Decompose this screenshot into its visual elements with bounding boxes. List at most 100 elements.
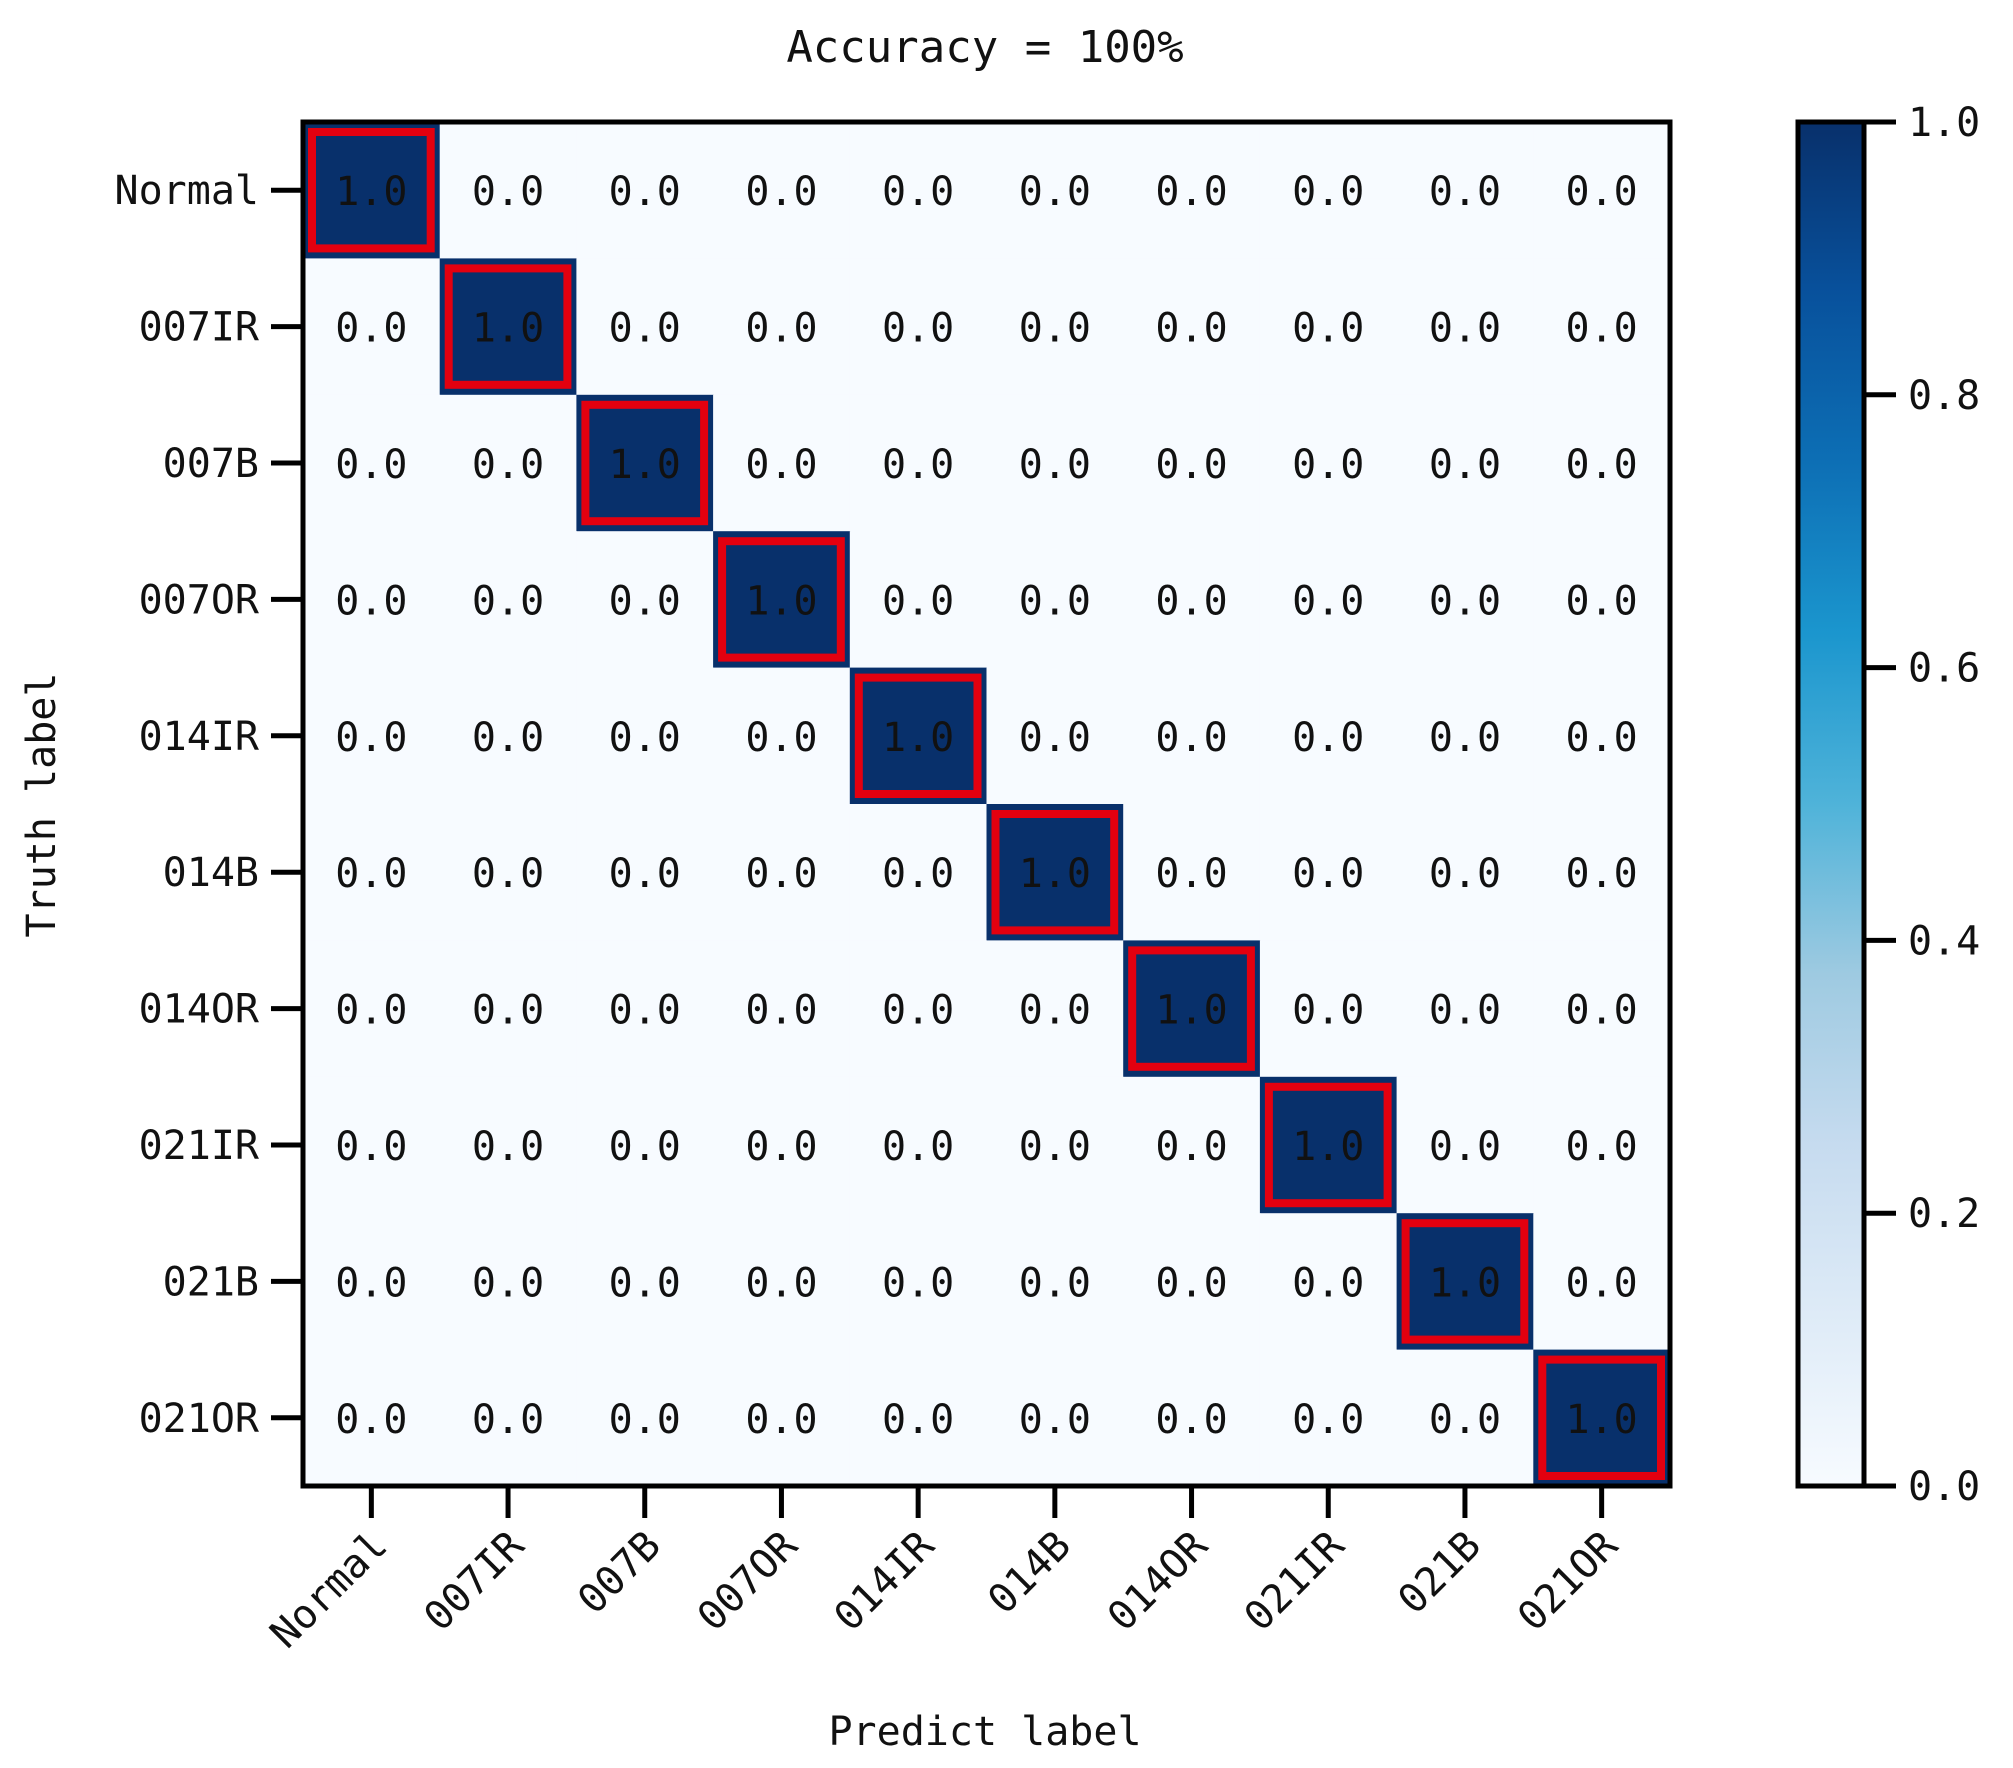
cell-value-label: 0.0: [1429, 306, 1501, 352]
cell-value-label: 1.0: [745, 578, 817, 624]
cell-value-label: 0.0: [1566, 306, 1638, 352]
cell-value-label: 0.0: [472, 715, 544, 761]
heatmap-cell: [576, 531, 714, 669]
cell-value-label: 0.0: [1292, 169, 1364, 215]
cell-value-label: 1.0: [472, 306, 544, 352]
heatmap-cell: [1396, 258, 1534, 396]
cell-value-label: 0.0: [745, 851, 817, 897]
cell-value-label: 0.0: [1429, 1397, 1501, 1443]
cell-value-label: 0.0: [745, 306, 817, 352]
heatmap-cell: [1123, 122, 1261, 259]
heatmap-cell: [713, 394, 851, 532]
heatmap-cell: [1396, 1076, 1534, 1214]
heatmap-cell: [1123, 394, 1261, 532]
cell-value-label: 0.0: [1429, 988, 1501, 1034]
heatmap-cell: [303, 1349, 441, 1487]
cell-value-label: 0.0: [1566, 1124, 1638, 1170]
cell-value-label: 0.0: [609, 169, 681, 215]
heatmap-cell: [576, 258, 714, 396]
plot-frame: [300, 119, 1673, 1489]
heatmap-cell: [713, 804, 851, 941]
heatmap-cell: [576, 394, 714, 532]
x-tick-label: 014B: [979, 1523, 1080, 1624]
heatmap-cell: [1123, 804, 1261, 941]
x-tick-label: 021OR: [1509, 1522, 1627, 1640]
cell-value-label: 0.0: [472, 1397, 544, 1443]
heatmap-cell: [1396, 394, 1534, 532]
cell-value-label: 0.0: [882, 988, 954, 1034]
x-tick-label: 007IR: [415, 1522, 533, 1640]
heatmap-cell: [303, 940, 441, 1078]
cell-value-label: 1.0: [1429, 1260, 1501, 1306]
heatmap-cell: [1533, 1076, 1671, 1214]
heatmap-cell: [986, 940, 1124, 1078]
cell-value-label: 0.0: [1292, 715, 1364, 761]
x-tick-label: 014OR: [1099, 1522, 1217, 1640]
cell-value-label: 0.0: [1566, 1260, 1638, 1306]
heatmap-cell: [1259, 531, 1398, 669]
cell-value-label: 0.0: [609, 1124, 681, 1170]
heatmap-cell: [713, 258, 851, 396]
colorbar-tick-label: 0.6: [1908, 646, 1980, 692]
cell-value-label: 0.0: [882, 578, 954, 624]
heatmap-cell: [576, 122, 714, 259]
y-tick-label: 014OR: [139, 987, 260, 1033]
highlight-boxes: [308, 128, 1666, 1480]
cell-value-label: 0.0: [335, 578, 407, 624]
heatmap-cell: [1259, 258, 1398, 396]
cell-value-label: 0.0: [1019, 988, 1091, 1034]
heatmap-cell: [1533, 122, 1671, 259]
cell-value-label: 0.0: [745, 715, 817, 761]
y-tick-label: 021B: [163, 1259, 259, 1305]
cell-value-label: 0.0: [1566, 169, 1638, 215]
heatmap-cell: [849, 531, 987, 669]
heatmap-cell: [849, 122, 987, 259]
y-tick-label: 014IR: [139, 714, 260, 760]
cell-value-label: 0.0: [1155, 578, 1227, 624]
cell-value-label: 0.0: [609, 851, 681, 897]
cell-value-label: 0.0: [335, 988, 407, 1034]
highlight-box: [1264, 1082, 1392, 1208]
cell-value-label: 0.0: [472, 988, 544, 1034]
heatmap-cell: [1123, 531, 1261, 669]
heatmap-cell: [439, 122, 577, 259]
heatmap-cell: [1259, 804, 1398, 941]
cell-value-label: 0.0: [745, 442, 817, 488]
cell-value-label: 0.0: [609, 306, 681, 352]
heatmap-cell: [986, 1076, 1124, 1214]
heatmap-cell: [713, 940, 851, 1078]
y-tick-label: 007B: [163, 441, 259, 487]
y-axis-ticks: Normal 007IR 007B 007OR 014IR 014B 014OR 021IR 0…: [115, 168, 303, 1442]
cell-value-label: 0.0: [1155, 1397, 1227, 1443]
heatmap-cell: [713, 667, 851, 805]
colorbar-tick-label: 0.8: [1908, 373, 1980, 419]
cell-value-label: 0.0: [1019, 442, 1091, 488]
heatmap-cell: [713, 1213, 851, 1351]
y-tick-label: 007IR: [139, 305, 260, 351]
chart-title: Accuracy = 100%: [786, 22, 1183, 73]
heatmap-cell: [576, 1076, 714, 1214]
heatmap-cell: [986, 804, 1124, 941]
cell-value-label: 0.0: [1566, 442, 1638, 488]
heatmap-cell: [1396, 667, 1534, 805]
heatmap-cell: [439, 531, 577, 669]
cell-value-label: 0.0: [882, 851, 954, 897]
cell-value-label: 0.0: [882, 1124, 954, 1170]
cell-value-label: 0.0: [1292, 988, 1364, 1034]
x-tick-label: 007B: [569, 1523, 670, 1624]
y-tick-label: 007OR: [139, 577, 260, 623]
heatmap-cell: [439, 1349, 577, 1487]
x-tick-label: 014IR: [826, 1522, 944, 1640]
cell-value-label: 0.0: [1429, 715, 1501, 761]
cell-value-label: 1.0: [1292, 1124, 1364, 1170]
heatmap-cell: [1123, 1213, 1261, 1351]
heatmap-cell: [1259, 1349, 1398, 1487]
colorbar-ticks: 0.0 0.2 0.4 0.6 0.8 1.0: [1864, 100, 1980, 1510]
heatmap-cell: [1123, 258, 1261, 396]
colorbar: [1795, 119, 1867, 1489]
x-axis-ticks: Normal 007IR 007B 007OR 014IR 014B 014OR 021IR 0…: [262, 1486, 1627, 1657]
heatmap-cell: [986, 122, 1124, 259]
cell-value-label: 0.0: [745, 1397, 817, 1443]
x-axis-label: Predict label: [828, 1709, 1141, 1755]
heatmap-cell: [303, 1076, 441, 1214]
